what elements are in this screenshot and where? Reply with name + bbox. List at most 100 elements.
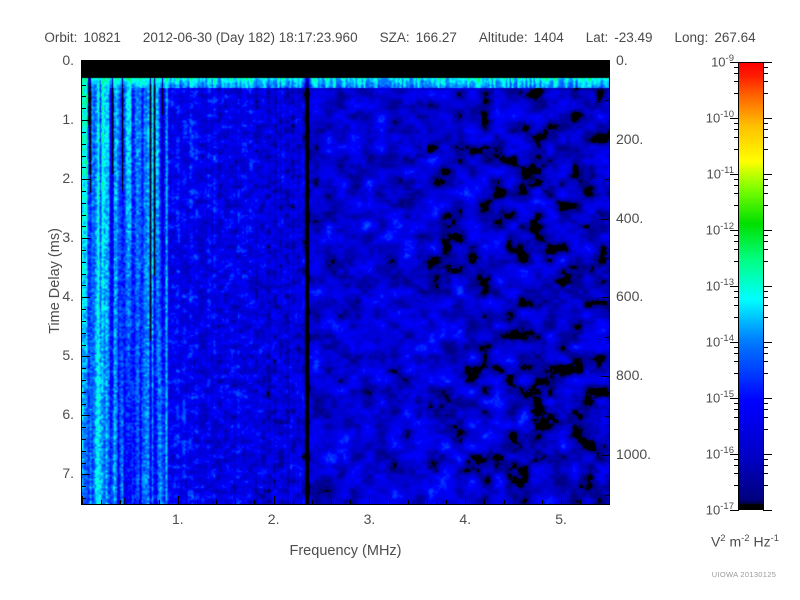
colorbar-tick-exponent: -15 [720,389,734,400]
x-minor-tick [216,500,217,504]
colorbar-tick-mantissa: 10 [705,110,721,126]
x-tick-label: 4. [459,511,472,527]
colorbar-minor-tick [763,305,768,306]
x-top-minor-tick [580,61,581,65]
x-top-minor-tick [446,61,447,65]
colorbar-minor-tick [734,361,739,362]
colorbar-major-tick [730,62,739,63]
x-tick-label: 1. [171,511,184,527]
x-major-tick [561,496,562,504]
lat-value: -23.49 [614,30,653,45]
colorbar-tick-mantissa: 10 [705,390,721,406]
colorbar-minor-tick [763,459,768,460]
sza-value: 166.27 [415,30,457,45]
sza-label: SZA: [379,30,410,45]
colorbar-tick-mantissa: 10 [705,502,721,518]
y2-tick-label: 400. [616,209,644,226]
x-top-minor-tick [312,61,313,65]
y-minor-tick [82,345,86,346]
colorbar-minor-tick [763,249,768,250]
x-minor-tick [484,500,485,504]
x-tick-label: 2. [267,511,280,527]
y-tick-label: 3. [62,229,74,246]
y2-major-tick [601,376,609,377]
y-minor-tick [82,404,86,405]
y-minor-tick [82,203,86,204]
colorbar-tick-mantissa: 10 [705,334,721,350]
x-top-minor-tick [484,61,485,65]
y-major-tick [82,61,90,62]
y-minor-tick [82,392,86,393]
colorbar-minor-tick [763,373,768,374]
colorbar-minor-tick [763,465,768,466]
colorbar-tick-mantissa: 10 [705,446,721,462]
y-tick-label: 7. [62,465,74,482]
y2-tick-label: 600. [616,288,644,305]
colorbar-minor-tick [763,185,768,186]
y-axis-title: Time Delay (ms) [47,227,63,334]
x-minor-tick [350,500,351,504]
colorbar-minor-tick [734,403,739,404]
units-v-exp: 2 [720,533,726,544]
y-major-tick [82,120,90,121]
x-major-tick [369,496,370,504]
colorbar-minor-tick [763,317,768,318]
colorbar-minor-tick [734,465,739,466]
x-top-major-tick [82,61,83,69]
x-top-major-tick [465,61,466,69]
colorbar-minor-tick [763,291,768,292]
colorbar-major-tick [763,454,772,455]
colorbar-minor-tick [734,73,739,74]
y2-minor-tick [605,337,609,338]
y-tick-label: 0. [62,52,74,68]
y-minor-tick [82,144,86,145]
colorbar-minor-tick [763,297,768,298]
y-major-tick [82,297,90,298]
y-tick-label: 6. [62,406,74,423]
x-minor-tick [523,500,524,504]
colorbar-minor-tick [734,347,739,348]
colorbar-minor-tick [734,429,739,430]
colorbar-minor-tick [734,193,739,194]
colorbar-major-tick [763,174,772,175]
y-tick-label: 1. [62,111,74,128]
y-minor-tick [82,486,86,487]
colorbar-minor-tick [734,93,739,94]
y2-minor-tick [605,100,609,101]
x-major-tick [178,496,179,504]
colorbar-tick-mantissa: 10 [705,222,721,238]
colorbar-major-tick [763,230,772,231]
colorbar-major-tick [730,342,739,343]
y-minor-tick [82,498,86,499]
colorbar-minor-tick [734,417,739,418]
x-minor-tick [427,500,428,504]
colorbar-minor-tick [734,123,739,124]
colorbar-minor-tick [734,137,739,138]
colorbar-tick-exponent: -14 [720,333,734,344]
colorbar-minor-tick [763,193,768,194]
colorbar-tick-label: 10-14 [690,333,734,349]
colorbar-minor-tick [763,179,768,180]
units-v: V [710,533,721,550]
y-minor-tick [82,274,86,275]
x-top-minor-tick [542,61,543,65]
y2-tick-label: 1000. [616,446,652,463]
x-top-minor-tick [120,61,121,65]
x-top-minor-tick [504,61,505,65]
x-top-minor-tick [427,61,428,65]
colorbar-tick-label: 10-17 [690,501,734,517]
colorbar-minor-tick [763,417,768,418]
units-hz: Hz [753,533,771,550]
y2-tick-label: 0. [616,52,628,68]
y-minor-tick [82,439,86,440]
datetime-value: 2012-06-30 (Day 182) 18:17:23.960 [142,30,358,45]
colorbar-tick-exponent: -10 [720,109,734,120]
y-minor-tick [82,427,86,428]
y2-major-tick [601,219,609,220]
long-label: Long: [674,30,709,45]
x-top-minor-tick [101,61,102,65]
x-top-minor-tick [197,61,198,65]
y2-major-tick [601,297,609,298]
y-major-tick [82,179,90,180]
colorbar-minor-tick [763,205,768,206]
